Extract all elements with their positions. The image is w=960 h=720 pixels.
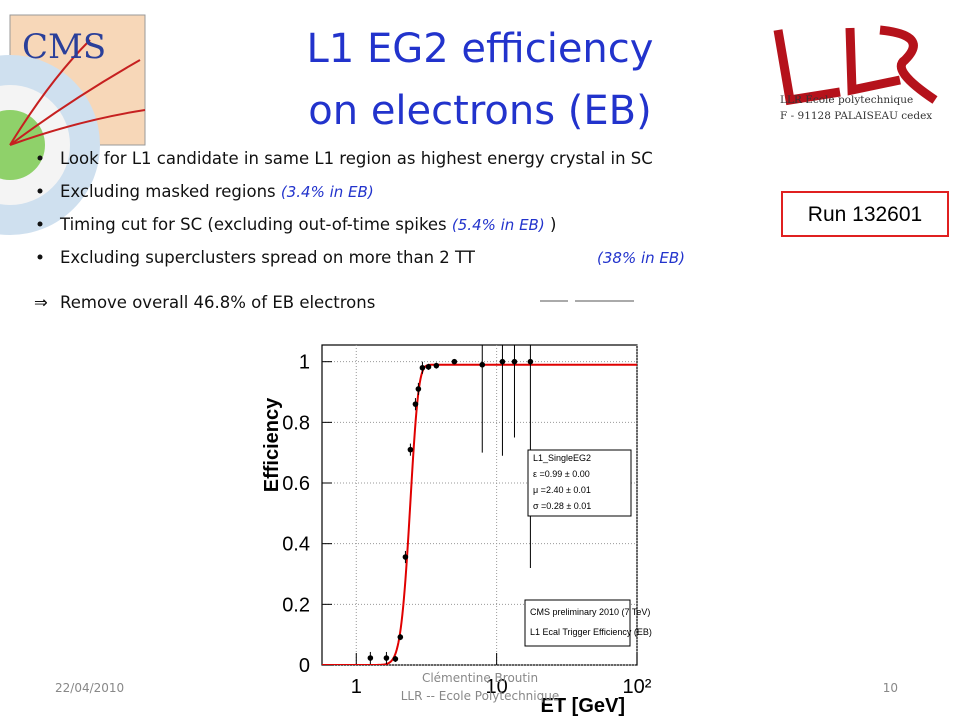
data-point: [392, 656, 399, 662]
run-box: [781, 191, 949, 237]
logo-tracks: [9, 39, 146, 146]
bullet-text: Timing cut for SC (excluding out-of-time…: [59, 215, 452, 234]
bullet-text: ): [545, 215, 557, 234]
data-point: [527, 358, 534, 365]
bullet-text: Excluding superclusters spread on more t…: [60, 248, 476, 267]
bullet-dot: [37, 188, 43, 194]
bullet: Look for L1 candidate in same L1 region …: [60, 149, 653, 168]
footer-date: 22/04/2010: [55, 681, 124, 695]
fit-box: [527, 449, 632, 517]
bullet-text: Excluding masked regions: [60, 182, 281, 201]
footer-author: LLR -- Ecole Polytechnique: [401, 689, 559, 703]
bullet: Excluding superclusters spread on more t…: [60, 248, 476, 267]
cms-logo: CMS: [0, 14, 146, 235]
bullet: Timing cut for SC (excluding out-of-time…: [59, 215, 556, 234]
chart: 0 0.2 0.4 0.6 0.8 1 1 10 10² Efficiency ET [GeV] L1…: [261, 344, 652, 717]
title: on electrons (EB): [308, 88, 651, 134]
llr-text: LLR École polytechnique: [780, 92, 913, 106]
x-tick-label: 10²: [623, 676, 652, 698]
y-tick-label: 0: [299, 655, 310, 677]
y-tick-label: 0.2: [282, 594, 310, 616]
data-point: [511, 358, 518, 365]
bullet-note: (3.4% in EB): [281, 183, 374, 201]
data-point: [367, 655, 374, 661]
annotation: CMS preliminary 2010 (7 TeV): [530, 607, 650, 617]
bullet-dot: [37, 254, 43, 260]
logo-text: CMS: [22, 27, 106, 67]
data-point: [383, 655, 390, 661]
data-point: [479, 361, 486, 368]
y-tick-label: 1: [299, 352, 310, 374]
bullet-note: (5.4% in EB): [452, 216, 545, 234]
y-tick-label: 0.4: [282, 534, 310, 556]
data-point: [419, 364, 426, 371]
data-point: [407, 446, 414, 453]
x-axis-label: ET [GeV]: [541, 695, 625, 717]
bullet-note: (38% in EB): [597, 249, 685, 267]
x-tick-label: 10: [486, 676, 508, 698]
bullet: Excluding masked regions (3.4% in EB): [60, 182, 374, 201]
llr-mark: [773, 25, 938, 106]
fit-legend: μ =2.40 ± 0.01: [533, 485, 591, 495]
y-tick-label: 0.8: [282, 412, 310, 434]
data-point: [412, 401, 419, 407]
conclusion-symbol: ⇒: [34, 293, 48, 312]
data-point: [499, 358, 506, 365]
x-tick-label: 1: [351, 676, 362, 698]
bullet-text: Look for L1 candidate in same L1 region …: [60, 149, 653, 168]
data-point: [397, 634, 404, 640]
y-axis-label: Efficiency: [261, 397, 283, 492]
annotation-box: [524, 599, 631, 647]
llr-text: F - 91128 PALAISEAU cedex: [780, 110, 932, 122]
fit-legend: σ =0.28 ± 0.01: [533, 501, 591, 511]
data-point: [425, 364, 432, 370]
run-label: Run 132601: [808, 203, 922, 226]
footer-page: 10: [883, 681, 898, 695]
llr-logo: LLR École polytechnique F - 91128 PALAIS…: [773, 25, 938, 122]
footer-author: Clémentine Broutin: [422, 671, 538, 685]
title: L1 EG2 efficiency: [307, 26, 654, 72]
data-point: [451, 358, 458, 365]
bullet-dot: [37, 221, 43, 227]
data-point: [415, 386, 422, 392]
data-point: [402, 554, 409, 560]
fit-legend: L1_SingleEG2: [533, 453, 591, 463]
fit-legend: ε =0.99 ± 0.00: [533, 469, 590, 479]
y-tick-label: 0.6: [282, 473, 310, 495]
data-point: [433, 362, 440, 369]
conclusion: Remove overall 46.8% of EB electrons: [60, 293, 375, 312]
annotation: L1 Ecal Trigger Efficiency (EB): [530, 627, 652, 637]
bullet-dot: [37, 155, 43, 161]
